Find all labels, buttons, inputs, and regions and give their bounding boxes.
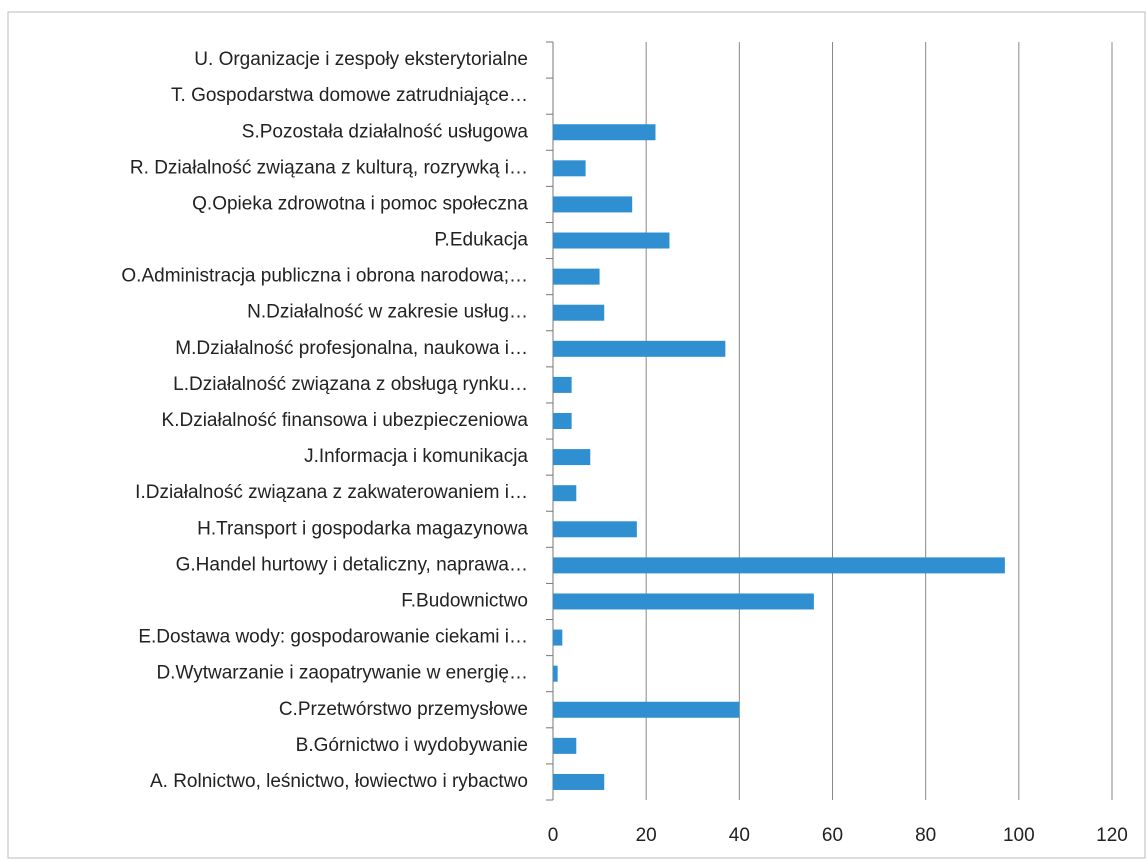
x-tick-label: 120: [1096, 825, 1128, 846]
x-tick-label: 60: [822, 825, 843, 846]
bar: [553, 593, 814, 610]
bar: [553, 737, 577, 754]
bar: [553, 124, 656, 141]
y-tick-label: H.Transport i gospodarka magazynowa: [197, 518, 528, 539]
bar: [553, 268, 600, 285]
y-tick-label: O.Administracja publiczna i obrona narod…: [121, 266, 528, 287]
bar: [553, 376, 572, 393]
y-tick-label: U. Organizacje i zespoły eksterytorialne: [194, 49, 528, 70]
bar: [553, 304, 605, 321]
bar: [553, 340, 726, 357]
y-tick-label: L.Działalność związana z obsługą rynku…: [173, 374, 528, 395]
y-tick-label: Q.Opieka zdrowotna i pomoc społeczna: [192, 193, 528, 214]
y-tick-label: N.Działalność w zakresie usług…: [247, 302, 528, 323]
y-tick-label: G.Handel hurtowy i detaliczny, naprawa…: [176, 554, 528, 575]
bar: [553, 196, 633, 213]
bar: [553, 232, 670, 249]
y-tick-label: I.Działalność związana z zakwaterowaniem…: [135, 482, 528, 503]
y-tick-label: J.Informacja i komunikacja: [304, 446, 528, 467]
y-tick-label: S.Pozostała działalność usługowa: [242, 121, 529, 142]
bar: [553, 557, 1005, 574]
x-tick-label: 40: [729, 825, 750, 846]
bar: [553, 665, 558, 682]
y-tick-label: B.Górnictwo i wydobywanie: [296, 735, 528, 756]
bar: [553, 449, 591, 466]
y-tick-label: R. Działalność związana z kulturą, rozry…: [130, 157, 528, 178]
x-tick-label: 80: [915, 825, 936, 846]
y-tick-label: A. Rolnictwo, leśnictwo, łowiectwo i ryb…: [150, 771, 528, 792]
x-tick-label: 20: [636, 825, 657, 846]
bar: [553, 521, 637, 538]
x-tick-label: 0: [548, 825, 559, 846]
y-tick-label: F.Budownictwo: [401, 590, 528, 611]
y-tick-label: M.Działalność profesjonalna, naukowa i…: [175, 338, 528, 359]
y-tick-label: K.Działalność finansowa i ubezpieczeniow…: [162, 410, 529, 431]
bar: [553, 629, 563, 646]
y-tick-label: T. Gospodarstwa domowe zatrudniające…: [171, 85, 528, 106]
bar: [553, 485, 577, 502]
x-tick-label: 100: [1003, 825, 1035, 846]
y-tick-label: E.Dostawa wody: gospodarowanie ciekami i…: [138, 627, 528, 648]
y-tick-label: D.Wytwarzanie i zaopatrywanie w energię…: [156, 663, 528, 684]
bar: [553, 160, 586, 177]
bar: [553, 773, 605, 790]
bar: [553, 413, 572, 429]
y-tick-label: P.Edukacja: [434, 230, 528, 251]
y-tick-label: C.Przetwórstwo przemysłowe: [279, 699, 528, 720]
bar: [553, 701, 740, 718]
